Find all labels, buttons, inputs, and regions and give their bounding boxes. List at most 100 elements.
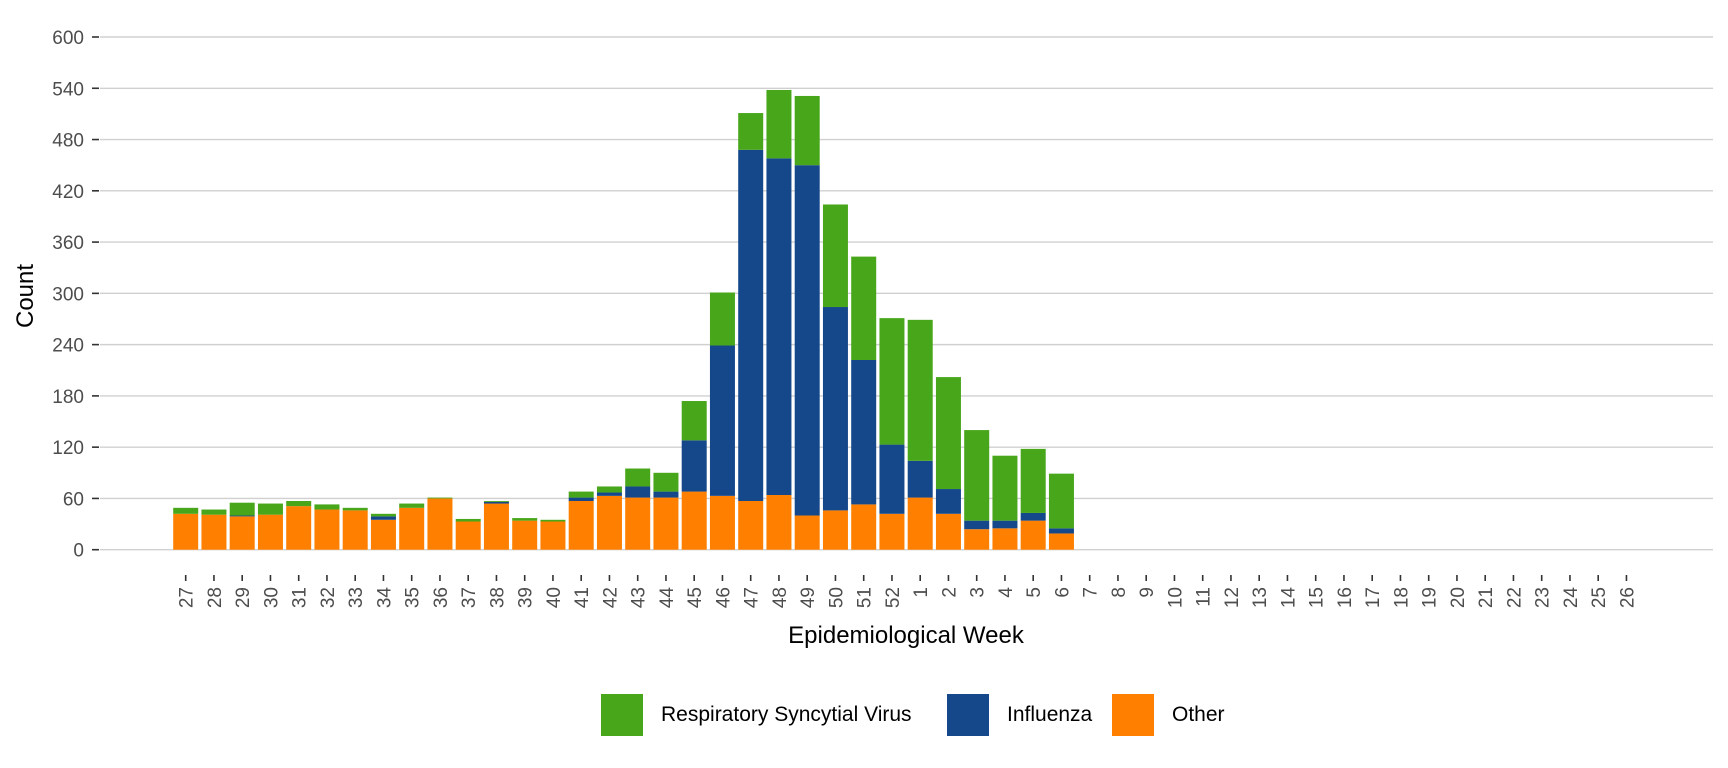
legend-item-rsv: Respiratory Syncytial Virus [601,694,912,736]
bar-respiratory-syncytial-virus-week-44 [653,472,679,492]
y-tick-label: 360 [52,233,84,254]
bar-other-week-1 [907,497,933,550]
bar-influenza-week-46 [709,345,735,496]
bar-influenza-week-42 [596,492,622,496]
legend-label-other: Other [1172,703,1225,726]
bar-other-week-48 [766,495,792,550]
bar-respiratory-syncytial-virus-week-42 [596,486,622,493]
bar-respiratory-syncytial-virus-week-34 [370,513,396,517]
x-tick-label: 28 [205,587,226,608]
bar-influenza-week-2 [935,489,961,514]
x-tick-label: 10 [1165,587,1186,608]
y-tick-label: 180 [52,387,84,408]
x-tick-label: 33 [346,587,367,608]
x-tick-label: 11 [1194,587,1215,607]
legend-item-other: Other [1112,694,1225,736]
x-tick-label: 2 [939,587,960,598]
bar-respiratory-syncytial-virus-week-52 [879,318,905,445]
bar-other-week-2 [935,513,961,550]
x-tick-label: 31 [290,587,311,608]
bar-other-week-4 [992,528,1018,550]
bar-other-week-33 [342,510,368,550]
bar-other-week-37 [455,521,481,550]
x-tick-label: 22 [1504,587,1525,608]
x-tick-label: 15 [1307,587,1328,608]
x-tick-label: 27 [177,587,198,608]
bar-respiratory-syncytial-virus-week-31 [286,500,312,507]
x-tick-label: 46 [713,587,734,608]
bar-other-week-47 [738,500,764,550]
bar-respiratory-syncytial-virus-week-2 [935,377,961,490]
bar-respiratory-syncytial-virus-week-50 [822,204,848,308]
legend: Respiratory Syncytial Virus Influenza Ot… [0,694,1728,736]
bar-other-week-5 [1020,520,1046,550]
x-tick-label: 3 [968,587,989,598]
bar-other-week-51 [851,504,877,550]
bar-influenza-week-51 [851,360,877,505]
x-tick-label: 12 [1222,587,1243,608]
x-tick-label: 35 [403,587,424,608]
bar-respiratory-syncytial-virus-week-3 [964,430,990,521]
bar-other-week-29 [229,516,255,550]
x-tick-label: 7 [1081,587,1102,598]
bar-other-week-52 [879,513,905,550]
bar-respiratory-syncytial-virus-week-28 [201,509,227,515]
bar-other-week-3 [964,529,990,550]
bar-respiratory-syncytial-virus-week-33 [342,507,368,511]
bar-respiratory-syncytial-virus-week-41 [568,491,594,498]
legend-swatch-influenza [947,694,989,736]
bar-other-week-45 [681,491,707,550]
x-tick-label: 29 [233,587,254,608]
x-tick-label: 18 [1391,587,1412,608]
x-tick-label: 41 [572,587,593,608]
bar-respiratory-syncytial-virus-week-47 [738,113,764,150]
x-tick-label: 26 [1617,587,1638,608]
bar-influenza-week-45 [681,440,707,492]
x-tick-label: 32 [318,587,339,608]
x-tick-label: 25 [1589,587,1610,608]
x-tick-label: 16 [1335,587,1356,608]
bar-influenza-week-41 [568,497,594,501]
bars [173,89,1074,550]
x-tick-label: 30 [261,587,282,608]
x-tick-label: 9 [1137,587,1158,598]
bar-other-week-39 [512,520,538,550]
y-tick-label: 540 [52,79,84,100]
x-tick-label: 49 [798,587,819,608]
bar-respiratory-syncytial-virus-week-27 [173,507,199,514]
y-tick-label: 600 [52,28,84,49]
x-tick-label: 34 [374,587,395,609]
x-tick-label: 6 [1052,587,1073,598]
y-tick-label: 420 [52,182,84,203]
y-tick-label: 0 [73,541,84,562]
y-tick-label: 480 [52,131,84,152]
bar-influenza-week-52 [879,444,905,514]
bar-other-week-27 [173,513,199,550]
y-axis: 0 60 120 180 240 300 360 420 480 540 600 [52,28,99,562]
x-tick-label: 4 [996,587,1017,598]
bar-respiratory-syncytial-virus-week-49 [794,95,820,166]
bar-respiratory-syncytial-virus-week-5 [1020,448,1046,513]
bar-influenza-week-50 [822,307,848,511]
x-tick-label: 40 [544,587,565,608]
x-tick-label: 37 [459,587,480,608]
bar-other-week-41 [568,500,594,550]
legend-label-rsv: Respiratory Syncytial Virus [661,703,912,726]
x-tick-label: 51 [855,587,876,608]
x-tick-label: 39 [516,587,537,608]
legend-item-influenza: Influenza [947,694,1092,736]
x-tick-label: 52 [883,587,904,608]
bar-influenza-week-47 [738,149,764,501]
x-tick-label: 13 [1250,587,1271,608]
bar-respiratory-syncytial-virus-week-6 [1048,473,1074,529]
bar-respiratory-syncytial-virus-week-4 [992,455,1018,521]
x-tick-label: 50 [826,587,847,608]
bar-influenza-week-34 [370,516,396,520]
bar-other-week-40 [540,521,566,550]
bar-influenza-week-43 [625,486,651,498]
bar-other-week-36 [427,498,453,550]
bar-influenza-week-6 [1048,528,1074,534]
gridlines [100,36,1713,551]
bar-respiratory-syncytial-virus-week-39 [512,518,538,521]
bar-other-week-38 [483,503,509,550]
